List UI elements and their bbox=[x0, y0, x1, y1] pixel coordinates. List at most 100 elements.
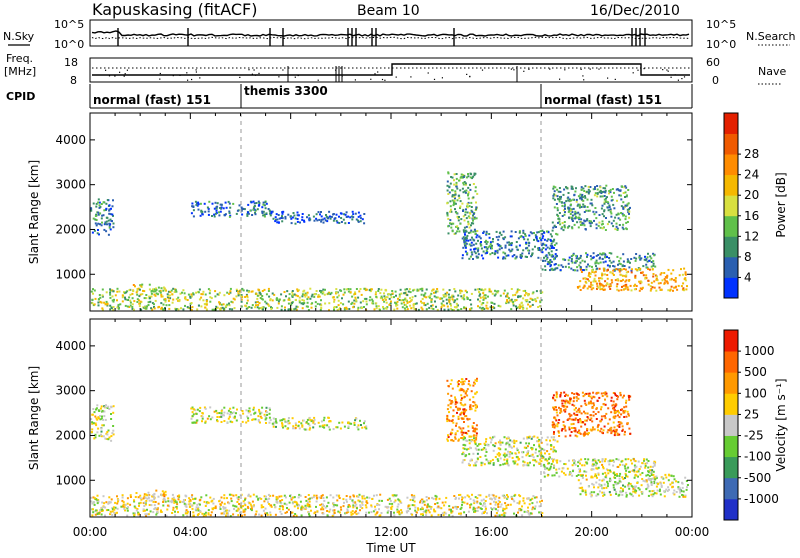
echo-cell bbox=[297, 218, 299, 220]
echo-cell bbox=[155, 501, 157, 503]
echo-cell bbox=[300, 422, 302, 424]
echo-cell bbox=[229, 414, 231, 416]
echo-cell bbox=[244, 504, 246, 506]
echo-cell bbox=[573, 427, 575, 429]
echo-cell bbox=[472, 223, 474, 225]
echo-cell bbox=[281, 215, 283, 217]
echo-cell bbox=[595, 211, 597, 213]
echo-cell bbox=[251, 419, 253, 421]
echo-cell bbox=[664, 278, 666, 280]
echo-cell bbox=[609, 265, 611, 267]
echo-cell bbox=[508, 444, 510, 446]
echo-cell bbox=[463, 184, 465, 186]
echo-cell bbox=[604, 289, 606, 291]
echo-cell bbox=[320, 221, 322, 223]
echo-cell bbox=[113, 299, 115, 301]
echo-cell bbox=[149, 301, 151, 303]
echo-cell bbox=[611, 200, 613, 202]
echo-cell bbox=[448, 436, 450, 438]
echo-cell bbox=[512, 294, 514, 296]
echo-cell bbox=[507, 451, 509, 453]
echo-cell bbox=[326, 496, 328, 498]
echo-cell bbox=[397, 506, 399, 508]
echo-cell bbox=[129, 289, 131, 291]
echo-cell bbox=[469, 399, 471, 401]
echo-cell bbox=[452, 177, 454, 179]
echo-cell bbox=[537, 257, 539, 259]
echo-cell bbox=[216, 210, 218, 212]
echo-cell bbox=[499, 501, 501, 503]
echo-cell bbox=[337, 426, 339, 428]
nsearch-label: N.Search bbox=[746, 30, 796, 43]
echo-cell bbox=[562, 467, 564, 469]
echo-cell bbox=[467, 298, 469, 300]
echo-cell bbox=[307, 302, 309, 304]
echo-cell bbox=[471, 206, 473, 208]
echo-cell bbox=[532, 507, 534, 509]
echo-cell bbox=[621, 430, 623, 432]
echo-cell bbox=[571, 260, 573, 262]
echo-cell bbox=[288, 420, 290, 422]
echo-cell bbox=[604, 460, 606, 462]
echo-cell bbox=[570, 210, 572, 212]
echo-cell bbox=[587, 458, 589, 460]
echo-cell bbox=[476, 461, 478, 463]
echo-cell bbox=[625, 191, 627, 193]
echo-cell bbox=[175, 291, 177, 293]
echo-cell bbox=[446, 418, 448, 420]
echo-cell bbox=[660, 282, 662, 284]
echo-cell bbox=[228, 502, 230, 504]
echo-cell bbox=[612, 270, 614, 272]
echo-cell bbox=[465, 455, 467, 457]
echo-cell bbox=[103, 209, 105, 211]
echo-cell bbox=[374, 308, 376, 310]
echo-cell bbox=[665, 276, 667, 278]
echo-cell bbox=[348, 421, 350, 423]
echo-cell bbox=[92, 232, 94, 234]
echo-cell bbox=[276, 307, 278, 309]
echo-cell bbox=[100, 408, 102, 410]
echo-cell bbox=[597, 193, 599, 195]
echo-cell bbox=[262, 308, 264, 310]
echo-cell bbox=[495, 250, 497, 252]
echo-cell bbox=[281, 505, 283, 507]
echo-cell bbox=[106, 291, 108, 293]
echo-cell bbox=[475, 202, 477, 204]
echo-cell bbox=[441, 306, 443, 308]
echo-cell bbox=[595, 462, 597, 464]
echo-cell bbox=[140, 502, 142, 504]
echo-cell bbox=[604, 426, 606, 428]
echo-cell bbox=[464, 448, 466, 450]
echo-cell bbox=[466, 243, 468, 245]
echo-cell bbox=[459, 494, 461, 496]
echo-cell bbox=[464, 214, 466, 216]
echo-cell bbox=[580, 269, 582, 271]
echo-cell bbox=[162, 290, 164, 292]
echo-cell bbox=[448, 186, 450, 188]
echo-cell bbox=[646, 462, 648, 464]
echo-cell bbox=[611, 196, 613, 198]
echo-cell bbox=[469, 460, 471, 462]
echo-cell bbox=[528, 245, 530, 247]
echo-cell bbox=[561, 430, 563, 432]
echo-cell bbox=[281, 220, 283, 222]
echo-cell bbox=[554, 244, 556, 246]
echo-cell bbox=[269, 407, 271, 409]
echo-cell bbox=[461, 504, 463, 506]
echo-cell bbox=[574, 224, 576, 226]
echo-cell bbox=[469, 205, 471, 207]
echo-cell bbox=[626, 416, 628, 418]
echo-cell bbox=[276, 219, 278, 221]
echo-cell bbox=[146, 513, 148, 515]
echo-cell bbox=[308, 214, 310, 216]
echo-cell bbox=[496, 236, 498, 238]
echo-cell bbox=[239, 204, 241, 206]
echo-cell bbox=[141, 293, 143, 295]
echo-cell bbox=[354, 419, 356, 421]
echo-cell bbox=[506, 455, 508, 457]
echo-cell bbox=[553, 258, 555, 260]
nave-label: Nave bbox=[758, 65, 786, 78]
echo-cell bbox=[446, 415, 448, 417]
echo-cell bbox=[465, 211, 467, 213]
echo-cell bbox=[454, 200, 456, 202]
